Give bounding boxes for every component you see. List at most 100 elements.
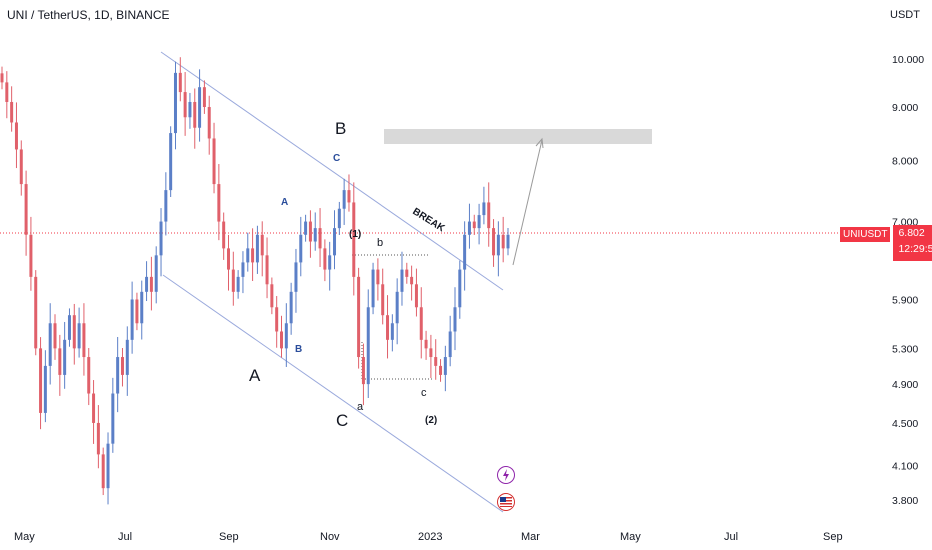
candle-body	[10, 101, 14, 123]
candle-body	[472, 221, 476, 229]
x-tick-label: Sep	[823, 531, 843, 543]
candle-body	[101, 454, 105, 489]
candle-body	[467, 221, 471, 235]
chart-title: UNI / TetherUS, 1D, BINANCE	[7, 8, 170, 22]
x-tick-label: May	[14, 531, 35, 543]
candle-body	[5, 82, 9, 102]
candle-body	[154, 255, 158, 292]
candle-body	[318, 228, 322, 249]
wave-label-B-blue: B	[295, 344, 302, 355]
candle-body	[337, 208, 341, 229]
y-axis: 10.0009.0008.0007.0005.9005.3004.9004.50…	[892, 54, 924, 507]
projection-arrow	[512, 139, 543, 266]
candle-body	[87, 357, 91, 394]
candle-body	[39, 348, 43, 413]
candles-group	[0, 57, 510, 505]
candle-body	[92, 393, 96, 423]
candle-body	[178, 72, 182, 93]
candle-body	[58, 348, 62, 375]
price-value-box: 6.802 12:29:58	[893, 225, 932, 261]
candle-body	[106, 443, 110, 489]
candle-body	[193, 101, 197, 128]
candle-body	[299, 234, 303, 263]
price-symbol: UNIUSDT	[840, 227, 891, 242]
us-flag-icon[interactable]	[497, 493, 515, 511]
candle-body	[501, 234, 505, 249]
candle-body	[414, 284, 418, 308]
candle-body	[96, 422, 100, 455]
x-tick-label: 2023	[418, 531, 442, 543]
candle-body	[222, 221, 226, 249]
break-label: BREAK	[410, 206, 447, 235]
candle-body	[67, 315, 71, 340]
candle-body	[361, 357, 365, 385]
candle-body	[145, 276, 149, 292]
candle-body	[357, 276, 361, 358]
candle-body	[434, 357, 438, 366]
wave-label-B-big: B	[335, 119, 346, 138]
candle-body	[376, 269, 380, 285]
candle-body	[226, 248, 230, 270]
candle-body	[366, 307, 370, 385]
candle-body	[323, 248, 327, 270]
candle-body	[19, 149, 23, 185]
wave-label-a-small: a	[357, 401, 364, 413]
candle-body	[424, 339, 428, 349]
wave-label-A-blue: A	[281, 197, 288, 208]
y-tick-label: 5.300	[892, 343, 918, 355]
wave-label-c-small: c	[421, 387, 427, 399]
wave-label-C-blue: C	[333, 153, 340, 164]
candle-body	[164, 190, 168, 222]
candle-body	[246, 248, 250, 263]
candle-body	[255, 234, 259, 263]
candle-body	[352, 202, 356, 277]
x-axis: May Jul Sep Nov 2023 Mar May Jul Sep	[14, 531, 843, 543]
lightning-icon[interactable]	[497, 466, 515, 484]
price-label: UNIUSDT 6.802 12:29:58	[840, 225, 932, 261]
candle-body	[347, 190, 351, 203]
candle-body	[111, 393, 115, 444]
candle-body	[82, 323, 86, 358]
candle-body	[260, 234, 264, 256]
candle-body	[313, 228, 317, 242]
candle-body	[419, 307, 423, 340]
target-zone-box	[384, 129, 652, 144]
candle-body	[506, 234, 510, 249]
candle-body	[482, 202, 486, 216]
candle-body	[140, 291, 144, 324]
x-tick-label: Sep	[219, 531, 239, 543]
wave-label-1: (1)	[349, 229, 361, 240]
y-tick-label: 8.000	[892, 156, 918, 168]
candle-body	[24, 184, 28, 235]
candle-body	[135, 299, 139, 324]
candle-body	[130, 299, 134, 340]
x-tick-label: Jul	[724, 531, 738, 543]
candle-body	[487, 202, 491, 229]
price-countdown: 12:29:58	[898, 243, 932, 255]
y-tick-label: 9.000	[892, 102, 918, 114]
candle-body	[29, 234, 33, 277]
candle-body	[333, 228, 337, 256]
projection-arrowhead	[535, 137, 544, 149]
x-tick-label: Mar	[521, 531, 540, 543]
wave-label-C-big: C	[336, 411, 348, 430]
wave-label-2: (2)	[425, 415, 437, 426]
candle-body	[125, 339, 129, 375]
candle-body	[116, 357, 120, 394]
candle-body	[159, 221, 163, 256]
candle-body	[453, 307, 457, 332]
candle-body	[294, 262, 298, 292]
candle-body	[120, 357, 124, 375]
candle-body	[198, 87, 202, 128]
candle-body	[34, 276, 38, 349]
candle-body	[429, 348, 433, 358]
candle-body	[231, 269, 235, 292]
candle-body	[236, 276, 240, 292]
candle-body	[212, 138, 216, 185]
candle-body	[390, 323, 394, 340]
candle-body	[251, 248, 255, 263]
candle-body	[304, 221, 308, 235]
x-tick-label: Jul	[118, 531, 132, 543]
candle-body	[53, 323, 57, 349]
